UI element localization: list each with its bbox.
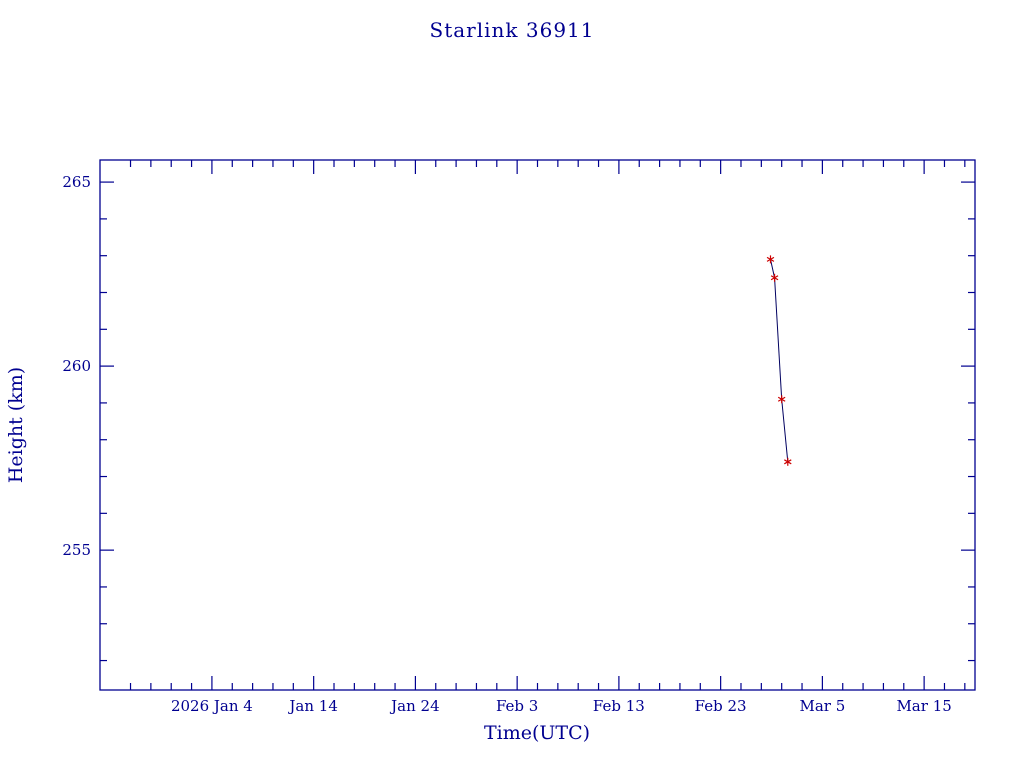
data-point-asterisk xyxy=(777,395,786,404)
x-tick-label: Feb 3 xyxy=(496,697,538,715)
x-axis-label: Time(UTC) xyxy=(484,722,590,744)
axis-ticks xyxy=(100,160,975,690)
x-tick-label: Jan 24 xyxy=(389,697,439,715)
y-axis-label: Height (km) xyxy=(5,367,27,483)
y-tick-label: 260 xyxy=(62,357,91,375)
data-series xyxy=(766,255,792,466)
chart-title: Starlink 36911 xyxy=(430,18,595,42)
x-tick-label: Feb 13 xyxy=(593,697,645,715)
x-tick-label: 2026 Jan 4 xyxy=(171,697,253,715)
x-tick-label: Mar 5 xyxy=(799,697,845,715)
y-tick-label: 265 xyxy=(62,173,91,191)
x-tick-label: Jan 14 xyxy=(287,697,337,715)
x-tick-label: Mar 15 xyxy=(896,697,951,715)
plot-frame xyxy=(99,159,976,691)
x-tick-label: Feb 23 xyxy=(695,697,747,715)
data-point-asterisk xyxy=(784,457,792,466)
data-point-asterisk xyxy=(770,273,779,282)
series-line xyxy=(770,259,789,462)
data-point-asterisk xyxy=(766,255,775,264)
axis-tick-labels: 2026 Jan 4 Jan 14 Jan 24 Feb 3 Feb 13 Feb 23 M… xyxy=(62,173,951,715)
y-tick-label: 255 xyxy=(62,541,91,559)
